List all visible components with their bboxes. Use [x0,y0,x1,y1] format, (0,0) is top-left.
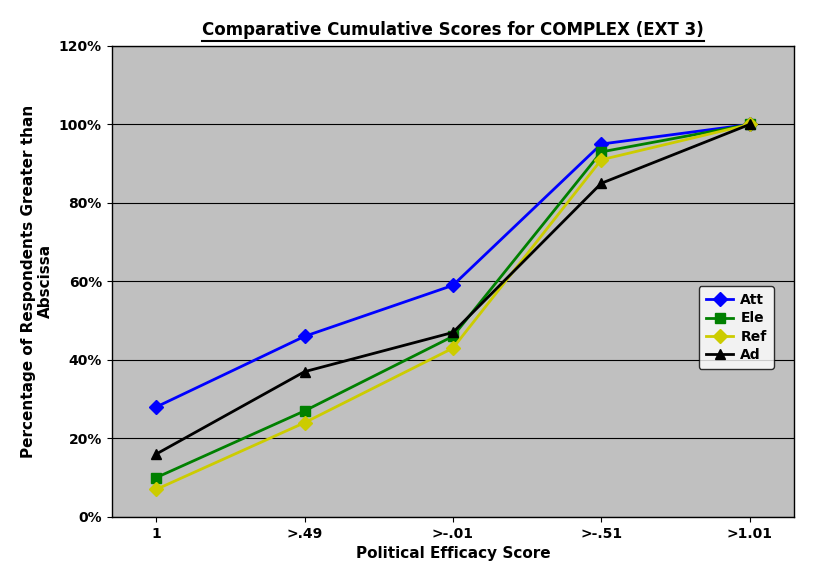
Att [448,282,458,289]
Ref [152,486,161,493]
Ref [448,345,458,352]
Ref [300,419,310,426]
Ele [745,121,755,128]
Legend: Att, Ele, Ref, Ad: Att, Ele, Ref, Ad [698,286,773,368]
Att [745,121,755,128]
Line: Ad: Ad [152,119,755,459]
Ad [745,121,755,128]
Y-axis label: Percentage of Respondents Greater than
Abscissa: Percentage of Respondents Greater than A… [21,105,53,458]
Ele [152,474,161,481]
Ad [597,180,606,187]
Line: Att: Att [152,119,755,412]
Ele [597,148,606,155]
Ref [745,121,755,128]
Ad [300,368,310,375]
Ad [152,450,161,457]
Title: Comparative Cumulative Scores for COMPLEX (EXT 3): Comparative Cumulative Scores for COMPLE… [202,21,704,39]
X-axis label: Political Efficacy Score: Political Efficacy Score [355,546,550,561]
Att [152,403,161,410]
Ele [448,333,458,340]
Line: Ref: Ref [152,119,755,494]
Line: Ele: Ele [152,119,755,482]
Ele [300,407,310,414]
Att [597,141,606,148]
Ref [597,156,606,163]
Att [300,333,310,340]
Ad [448,329,458,336]
